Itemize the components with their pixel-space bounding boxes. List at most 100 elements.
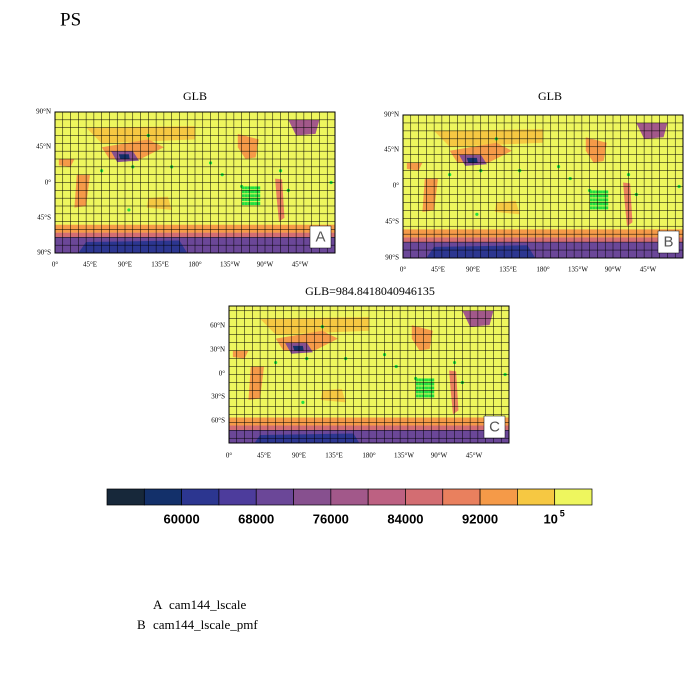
field-region (146, 196, 172, 210)
lon-label: 0° (52, 261, 59, 269)
marker (415, 386, 419, 390)
colorbar-box (442, 488, 481, 506)
colorbar-box (181, 488, 220, 506)
lat-label: 30°N (210, 346, 225, 354)
marker (241, 198, 245, 202)
marker (431, 386, 435, 390)
lon-label: 45°E (83, 261, 97, 269)
marker (475, 212, 479, 216)
lon-label: 45°E (431, 266, 445, 274)
marker (244, 186, 248, 190)
marker (251, 194, 254, 198)
marker (431, 382, 435, 386)
marker (592, 194, 596, 198)
field-region (466, 157, 478, 163)
lon-label: 90°E (118, 261, 132, 269)
lon-label: 135°W (568, 266, 588, 274)
lon-label: 180° (362, 452, 376, 460)
lat-label: 45°S (37, 214, 51, 222)
colorbar-box (367, 488, 406, 506)
colorbar-label: 76000 (313, 511, 349, 526)
marker (257, 186, 261, 190)
marker (428, 378, 432, 382)
colorbar-box (554, 488, 593, 506)
colorbar-box (106, 488, 145, 506)
lon-label: 0° (226, 452, 233, 460)
marker (602, 206, 606, 210)
marker (257, 202, 261, 206)
panel-letter: C (489, 418, 500, 435)
colorbar-label: 60000 (164, 511, 200, 526)
marker (431, 394, 435, 398)
colorbar-label: 68000 (238, 511, 274, 526)
marker (605, 206, 609, 210)
lon-label: 90°W (257, 261, 274, 269)
lat-label: 90°N (36, 108, 51, 116)
panel-title: GLB (183, 89, 207, 103)
lat-label: 0° (393, 182, 400, 190)
marker (599, 190, 602, 194)
marker (599, 202, 602, 206)
marker (415, 390, 419, 394)
page-title: PS (60, 9, 81, 30)
field-region (585, 137, 607, 163)
marker (241, 202, 245, 206)
marker (241, 190, 245, 194)
panel-title: GLB=984.8418040946135 (305, 284, 435, 298)
colorbar-label: 92000 (462, 511, 498, 526)
colorbar-box (218, 488, 257, 506)
map-frame (402, 114, 684, 259)
map-field (403, 115, 683, 258)
marker (418, 386, 422, 390)
lon-label: 0° (400, 266, 407, 274)
panel-letter: A (315, 228, 325, 245)
marker (605, 190, 609, 194)
marker (431, 390, 435, 394)
field-region (411, 325, 433, 351)
lat-label: 30°S (211, 393, 225, 401)
lon-label: 180° (188, 261, 202, 269)
panel-title: GLB (538, 89, 562, 103)
marker (599, 194, 602, 198)
lon-label: 135°W (220, 261, 240, 269)
marker (418, 394, 422, 398)
lon-label: 90°W (605, 266, 622, 274)
map-panel: GLB=984.8418040946135 60°N 30°N 0° 30°S 60°S 0… (210, 284, 510, 460)
marker (605, 194, 609, 198)
marker (428, 390, 432, 394)
marker (599, 206, 602, 210)
marker (254, 202, 258, 206)
lat-label: 45°N (384, 146, 399, 154)
legend-key: A (153, 597, 163, 612)
panel-letter-box (657, 230, 680, 254)
marker (592, 190, 596, 194)
lon-label: 45°W (292, 261, 309, 269)
colorbar-box (405, 488, 444, 506)
lat-label: 0° (219, 370, 226, 378)
marker (254, 198, 258, 202)
colorbar-box (143, 488, 182, 506)
marker (425, 378, 428, 382)
field-region (237, 133, 259, 159)
field-region (494, 200, 520, 215)
panel-letter: B (663, 233, 673, 250)
marker (605, 202, 609, 206)
lon-label: 90°W (431, 452, 448, 460)
lon-label: 135°E (499, 266, 517, 274)
marker (428, 386, 432, 390)
marker (241, 194, 245, 198)
lat-label: 45°N (36, 143, 51, 151)
marker (254, 186, 258, 190)
lat-label: 60°N (210, 322, 225, 330)
marker (418, 382, 422, 386)
marker (602, 190, 606, 194)
marker (592, 206, 596, 210)
lon-label: 45°E (257, 452, 271, 460)
map-field (55, 112, 335, 253)
marker (428, 382, 432, 386)
colorbar-box (293, 488, 332, 506)
lat-label: 60°S (211, 417, 225, 425)
marker (251, 186, 254, 190)
lat-label: 90°N (384, 111, 399, 119)
